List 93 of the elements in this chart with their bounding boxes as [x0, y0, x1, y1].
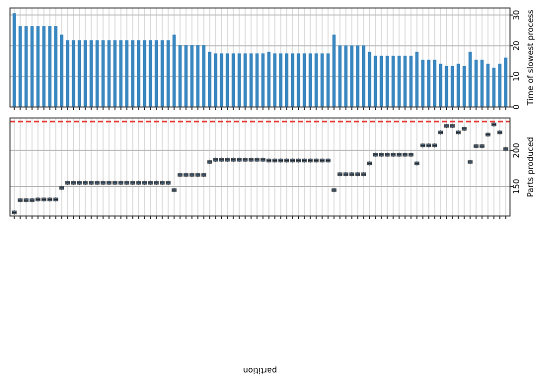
bar	[468, 52, 472, 107]
bar	[261, 53, 265, 107]
x-axis-title: partition	[243, 366, 277, 375]
bar	[131, 40, 134, 107]
y-axis-title: Parts produced	[526, 136, 535, 198]
bar	[444, 66, 448, 107]
bar	[356, 45, 360, 107]
bar	[208, 52, 212, 107]
bar	[96, 40, 99, 107]
bar	[113, 40, 117, 107]
bar	[362, 45, 366, 107]
bar	[380, 56, 383, 107]
bar	[196, 45, 200, 107]
bar	[160, 40, 164, 107]
bar	[332, 34, 336, 107]
bar	[273, 53, 276, 107]
bar	[267, 52, 271, 107]
bar	[302, 53, 306, 107]
bar	[403, 56, 407, 107]
y-tick-label: 30	[512, 10, 521, 20]
bar	[18, 26, 22, 107]
bar	[232, 53, 235, 107]
bar	[368, 52, 372, 107]
bar	[427, 60, 430, 107]
y-tick-label: 0	[512, 104, 521, 110]
bar	[398, 56, 401, 107]
bar	[249, 53, 253, 107]
bar	[54, 26, 58, 107]
bar	[314, 53, 318, 107]
bar	[374, 56, 378, 107]
bar	[450, 66, 454, 107]
bar	[279, 53, 282, 107]
bar	[350, 45, 354, 107]
y-axis-title: Time of slowest process	[526, 10, 535, 106]
bar	[66, 40, 70, 107]
bar	[154, 40, 158, 107]
bar	[480, 60, 484, 107]
bar	[184, 45, 188, 107]
bar	[24, 26, 28, 107]
bar	[296, 53, 300, 107]
bar	[72, 40, 76, 107]
bar	[101, 40, 105, 107]
bar	[492, 68, 496, 107]
bar	[137, 40, 140, 107]
bar	[214, 53, 218, 107]
bar	[474, 60, 478, 107]
bar	[409, 56, 413, 107]
bar	[107, 40, 111, 107]
bar	[290, 53, 294, 107]
bar	[438, 64, 442, 107]
bar	[60, 34, 64, 107]
bar	[148, 40, 152, 107]
bar	[392, 56, 395, 107]
bar	[326, 53, 330, 107]
y-tick-label: 20	[512, 40, 521, 51]
bar	[119, 40, 122, 107]
bar	[244, 53, 247, 107]
bar	[504, 58, 508, 107]
bar	[344, 45, 348, 107]
bar	[226, 53, 230, 107]
bar	[48, 26, 52, 107]
bar	[142, 40, 146, 107]
bar	[166, 40, 170, 107]
bar	[78, 40, 82, 107]
bar	[498, 64, 502, 107]
bar	[386, 56, 389, 107]
bar	[320, 53, 324, 107]
bar	[84, 40, 87, 107]
bar	[42, 26, 46, 107]
bar	[415, 52, 419, 107]
bar	[36, 26, 40, 107]
bar	[421, 60, 424, 107]
bar	[30, 26, 34, 107]
y-tick-label: 200	[512, 142, 521, 158]
bar	[190, 45, 194, 107]
y-tick-label: 10	[512, 71, 521, 82]
bar	[172, 34, 176, 107]
bar	[202, 45, 206, 107]
bar	[462, 66, 466, 107]
bar	[285, 53, 288, 107]
bar	[90, 40, 93, 107]
bar	[456, 64, 460, 107]
bar	[12, 13, 16, 107]
bar	[178, 45, 182, 107]
bar	[238, 53, 241, 107]
bar	[486, 64, 490, 107]
bar	[220, 53, 224, 107]
bar	[308, 53, 312, 107]
bar	[433, 60, 436, 107]
bar	[338, 45, 342, 107]
bar	[125, 40, 128, 107]
y-tick-label: 150	[512, 178, 521, 194]
bar	[255, 53, 259, 107]
